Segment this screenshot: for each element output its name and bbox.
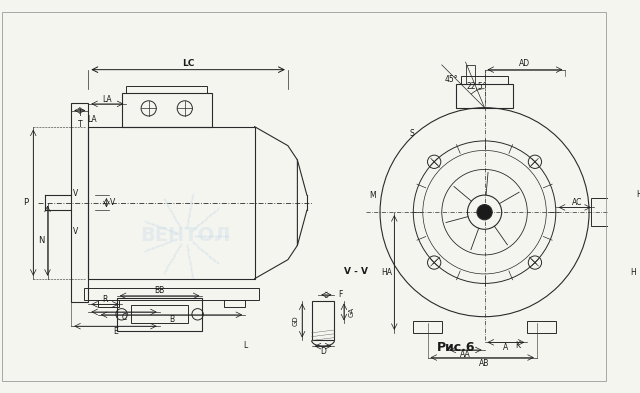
Bar <box>465 65 475 84</box>
Text: V: V <box>109 198 115 207</box>
Text: T: T <box>77 109 82 118</box>
Text: Рис.6: Рис.6 <box>437 341 476 354</box>
Text: GD: GD <box>292 315 298 326</box>
Bar <box>461 76 508 84</box>
Bar <box>610 203 618 222</box>
Bar <box>88 127 255 279</box>
Text: HD: HD <box>636 190 640 198</box>
Text: LA: LA <box>87 115 97 123</box>
Text: R: R <box>102 295 108 304</box>
Text: HA: HA <box>381 268 392 277</box>
Bar <box>224 299 245 307</box>
Text: E: E <box>113 327 118 336</box>
Text: ВЕНТОЛ: ВЕНТОЛ <box>140 226 230 246</box>
Bar <box>131 305 188 323</box>
Text: BB: BB <box>154 286 164 295</box>
Text: D: D <box>320 347 326 356</box>
Bar <box>591 198 610 226</box>
Text: K: K <box>515 341 520 350</box>
Text: M: M <box>369 191 376 200</box>
Text: 22,5°: 22,5° <box>467 82 487 91</box>
Text: H: H <box>630 268 636 277</box>
Text: GA: GA <box>349 307 355 317</box>
Text: AB: AB <box>479 359 490 368</box>
Circle shape <box>477 205 492 220</box>
Text: V: V <box>74 189 79 198</box>
Text: S: S <box>409 129 414 138</box>
Text: F: F <box>338 290 342 299</box>
Text: C: C <box>122 313 127 322</box>
Bar <box>312 301 335 340</box>
Bar <box>126 86 207 94</box>
Bar <box>71 103 88 303</box>
Text: V - V: V - V <box>344 266 368 275</box>
Bar <box>413 321 442 333</box>
Bar <box>98 299 119 307</box>
Text: AC: AC <box>572 198 582 207</box>
Bar <box>456 84 513 108</box>
Text: LA: LA <box>102 95 112 104</box>
Bar <box>84 288 259 299</box>
Text: A: A <box>503 343 508 352</box>
Bar <box>117 298 202 331</box>
Text: P: P <box>23 198 28 207</box>
Text: 45°: 45° <box>445 75 458 84</box>
Text: AD: AD <box>519 59 530 68</box>
Bar <box>122 94 212 127</box>
Text: N: N <box>38 236 44 245</box>
Text: B: B <box>169 315 174 324</box>
Bar <box>527 321 556 333</box>
Text: L: L <box>243 341 247 350</box>
Text: AA: AA <box>460 350 471 359</box>
Text: T: T <box>79 120 83 129</box>
Text: LC: LC <box>182 59 195 68</box>
Text: V: V <box>74 227 79 236</box>
